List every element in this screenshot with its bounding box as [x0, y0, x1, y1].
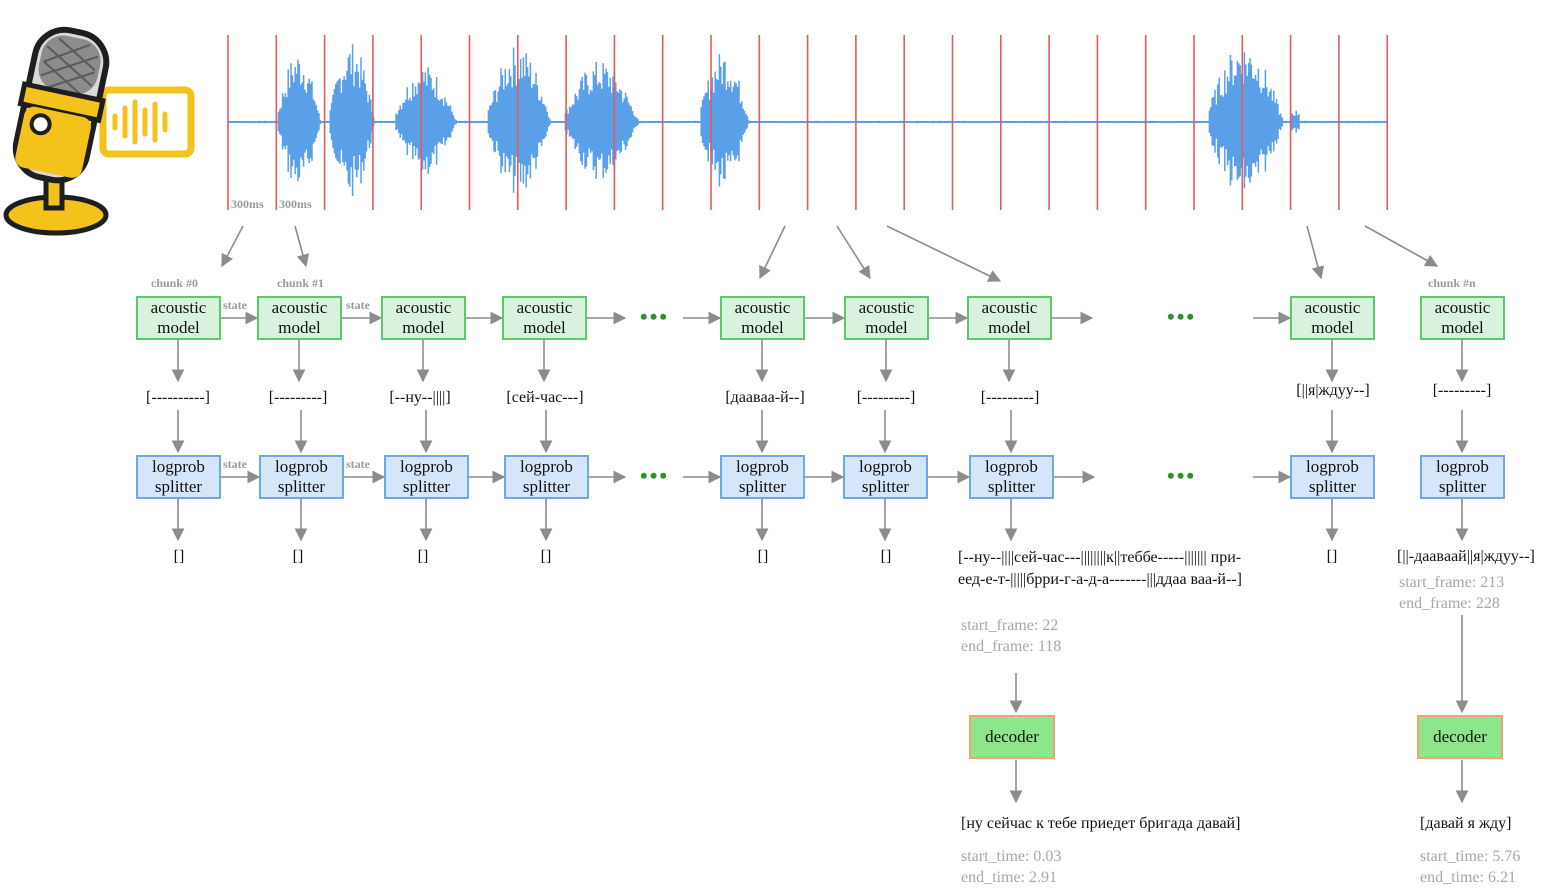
chunk-label: chunk #1	[277, 276, 325, 290]
start-time: start_time: 0.03	[961, 848, 1062, 865]
acoustic-model-box: acoustic model	[1420, 296, 1505, 340]
start-time: start_time: 5.76	[1420, 848, 1521, 865]
splitter-output: []	[173, 548, 185, 565]
decoder-box: decoder	[1417, 715, 1503, 759]
flow-arrow	[1306, 225, 1325, 280]
splitter-output: []	[540, 548, 552, 565]
acoustic-model-box: acoustic model	[136, 296, 221, 340]
acoustic-model-box: acoustic model	[844, 296, 929, 340]
flow-arrow	[886, 225, 1002, 282]
flow-arrows	[171, 225, 1469, 804]
acoustic-model-box: acoustic model	[967, 296, 1052, 340]
logprob-splitter-box: logprob splitter	[504, 455, 589, 499]
microphone-icon	[3, 26, 195, 236]
segment-logprob-text: [||-даавaaй||я|ждуу--]	[1397, 548, 1535, 565]
ellipsis: •••	[640, 304, 670, 329]
acoustic-model-box: acoustic model	[381, 296, 466, 340]
splitter-output: []	[1326, 548, 1338, 565]
end-frame: end_frame: 118	[961, 638, 1062, 655]
logprob-splitter-box: logprob splitter	[1420, 455, 1505, 499]
start-frame: start_frame: 213	[1399, 574, 1505, 591]
decoded-transcript: [давай я жду]	[1420, 815, 1512, 832]
splitter-output: []	[292, 548, 304, 565]
acoustic-output: [--ну--||||]	[389, 389, 451, 406]
state-label: state	[223, 457, 247, 471]
state-label: state	[346, 457, 370, 471]
chunk-boundaries	[227, 35, 1388, 210]
logprob-splitter-box: logprob splitter	[1290, 455, 1375, 499]
acoustic-model-box: acoustic model	[1290, 296, 1375, 340]
logprob-splitter-box: logprob splitter	[384, 455, 469, 499]
segment-duration-label: 300ms	[231, 197, 264, 211]
logprob-splitter-box: logprob splitter	[969, 455, 1054, 499]
ellipsis: •••	[640, 463, 670, 488]
state-label: state	[346, 298, 370, 312]
splitter-output: []	[417, 548, 429, 565]
ellipsis: •••	[1167, 304, 1197, 329]
acoustic-model-box: acoustic model	[502, 296, 587, 340]
segment-logprob-text: [--ну--||||сей-час---||||||||к||теббе---…	[958, 549, 1242, 588]
splitter-output: []	[880, 548, 892, 565]
flow-arrow	[221, 225, 244, 268]
acoustic-output: [---------]	[268, 389, 328, 406]
flow-arrow	[1364, 225, 1439, 267]
acoustic-output: [---------]	[1432, 382, 1492, 399]
acoustic-output: [сей-час---]	[506, 389, 584, 406]
decoded-transcript: [ну сейчас к тебе приедет бригада давай]	[961, 815, 1241, 832]
flow-arrow	[294, 225, 310, 268]
acoustic-model-box: acoustic model	[257, 296, 342, 340]
segment-duration-label: 300ms	[279, 197, 312, 211]
acoustic-output: [||я|ждуу--]	[1296, 382, 1370, 399]
logprob-splitter-box: logprob splitter	[843, 455, 928, 499]
start-frame: start_frame: 22	[961, 617, 1059, 634]
acoustic-output: [---------]	[980, 389, 1040, 406]
logprob-splitter-box: logprob splitter	[136, 455, 221, 499]
acoustic-model-box: acoustic model	[720, 296, 805, 340]
acoustic-output: [----------]	[146, 389, 210, 406]
end-time: end_time: 2.91	[961, 869, 1057, 886]
acoustic-output: [даавaa-й--]	[725, 389, 805, 406]
logprob-splitter-box: logprob splitter	[720, 455, 805, 499]
state-label: state	[223, 298, 247, 312]
flow-arrow	[759, 225, 786, 280]
chunk-label: chunk #0	[151, 276, 199, 290]
splitter-output: []	[757, 548, 769, 565]
flow-arrow	[836, 225, 871, 280]
logprob-splitter-box: logprob splitter	[259, 455, 344, 499]
end-frame: end_frame: 228	[1399, 595, 1500, 612]
acoustic-output: [---------]	[856, 389, 916, 406]
end-time: end_time: 6.21	[1420, 869, 1516, 886]
decoder-box: decoder	[969, 715, 1055, 759]
ellipsis: •••	[1167, 463, 1197, 488]
chunk-label: chunk #n	[1428, 276, 1476, 290]
